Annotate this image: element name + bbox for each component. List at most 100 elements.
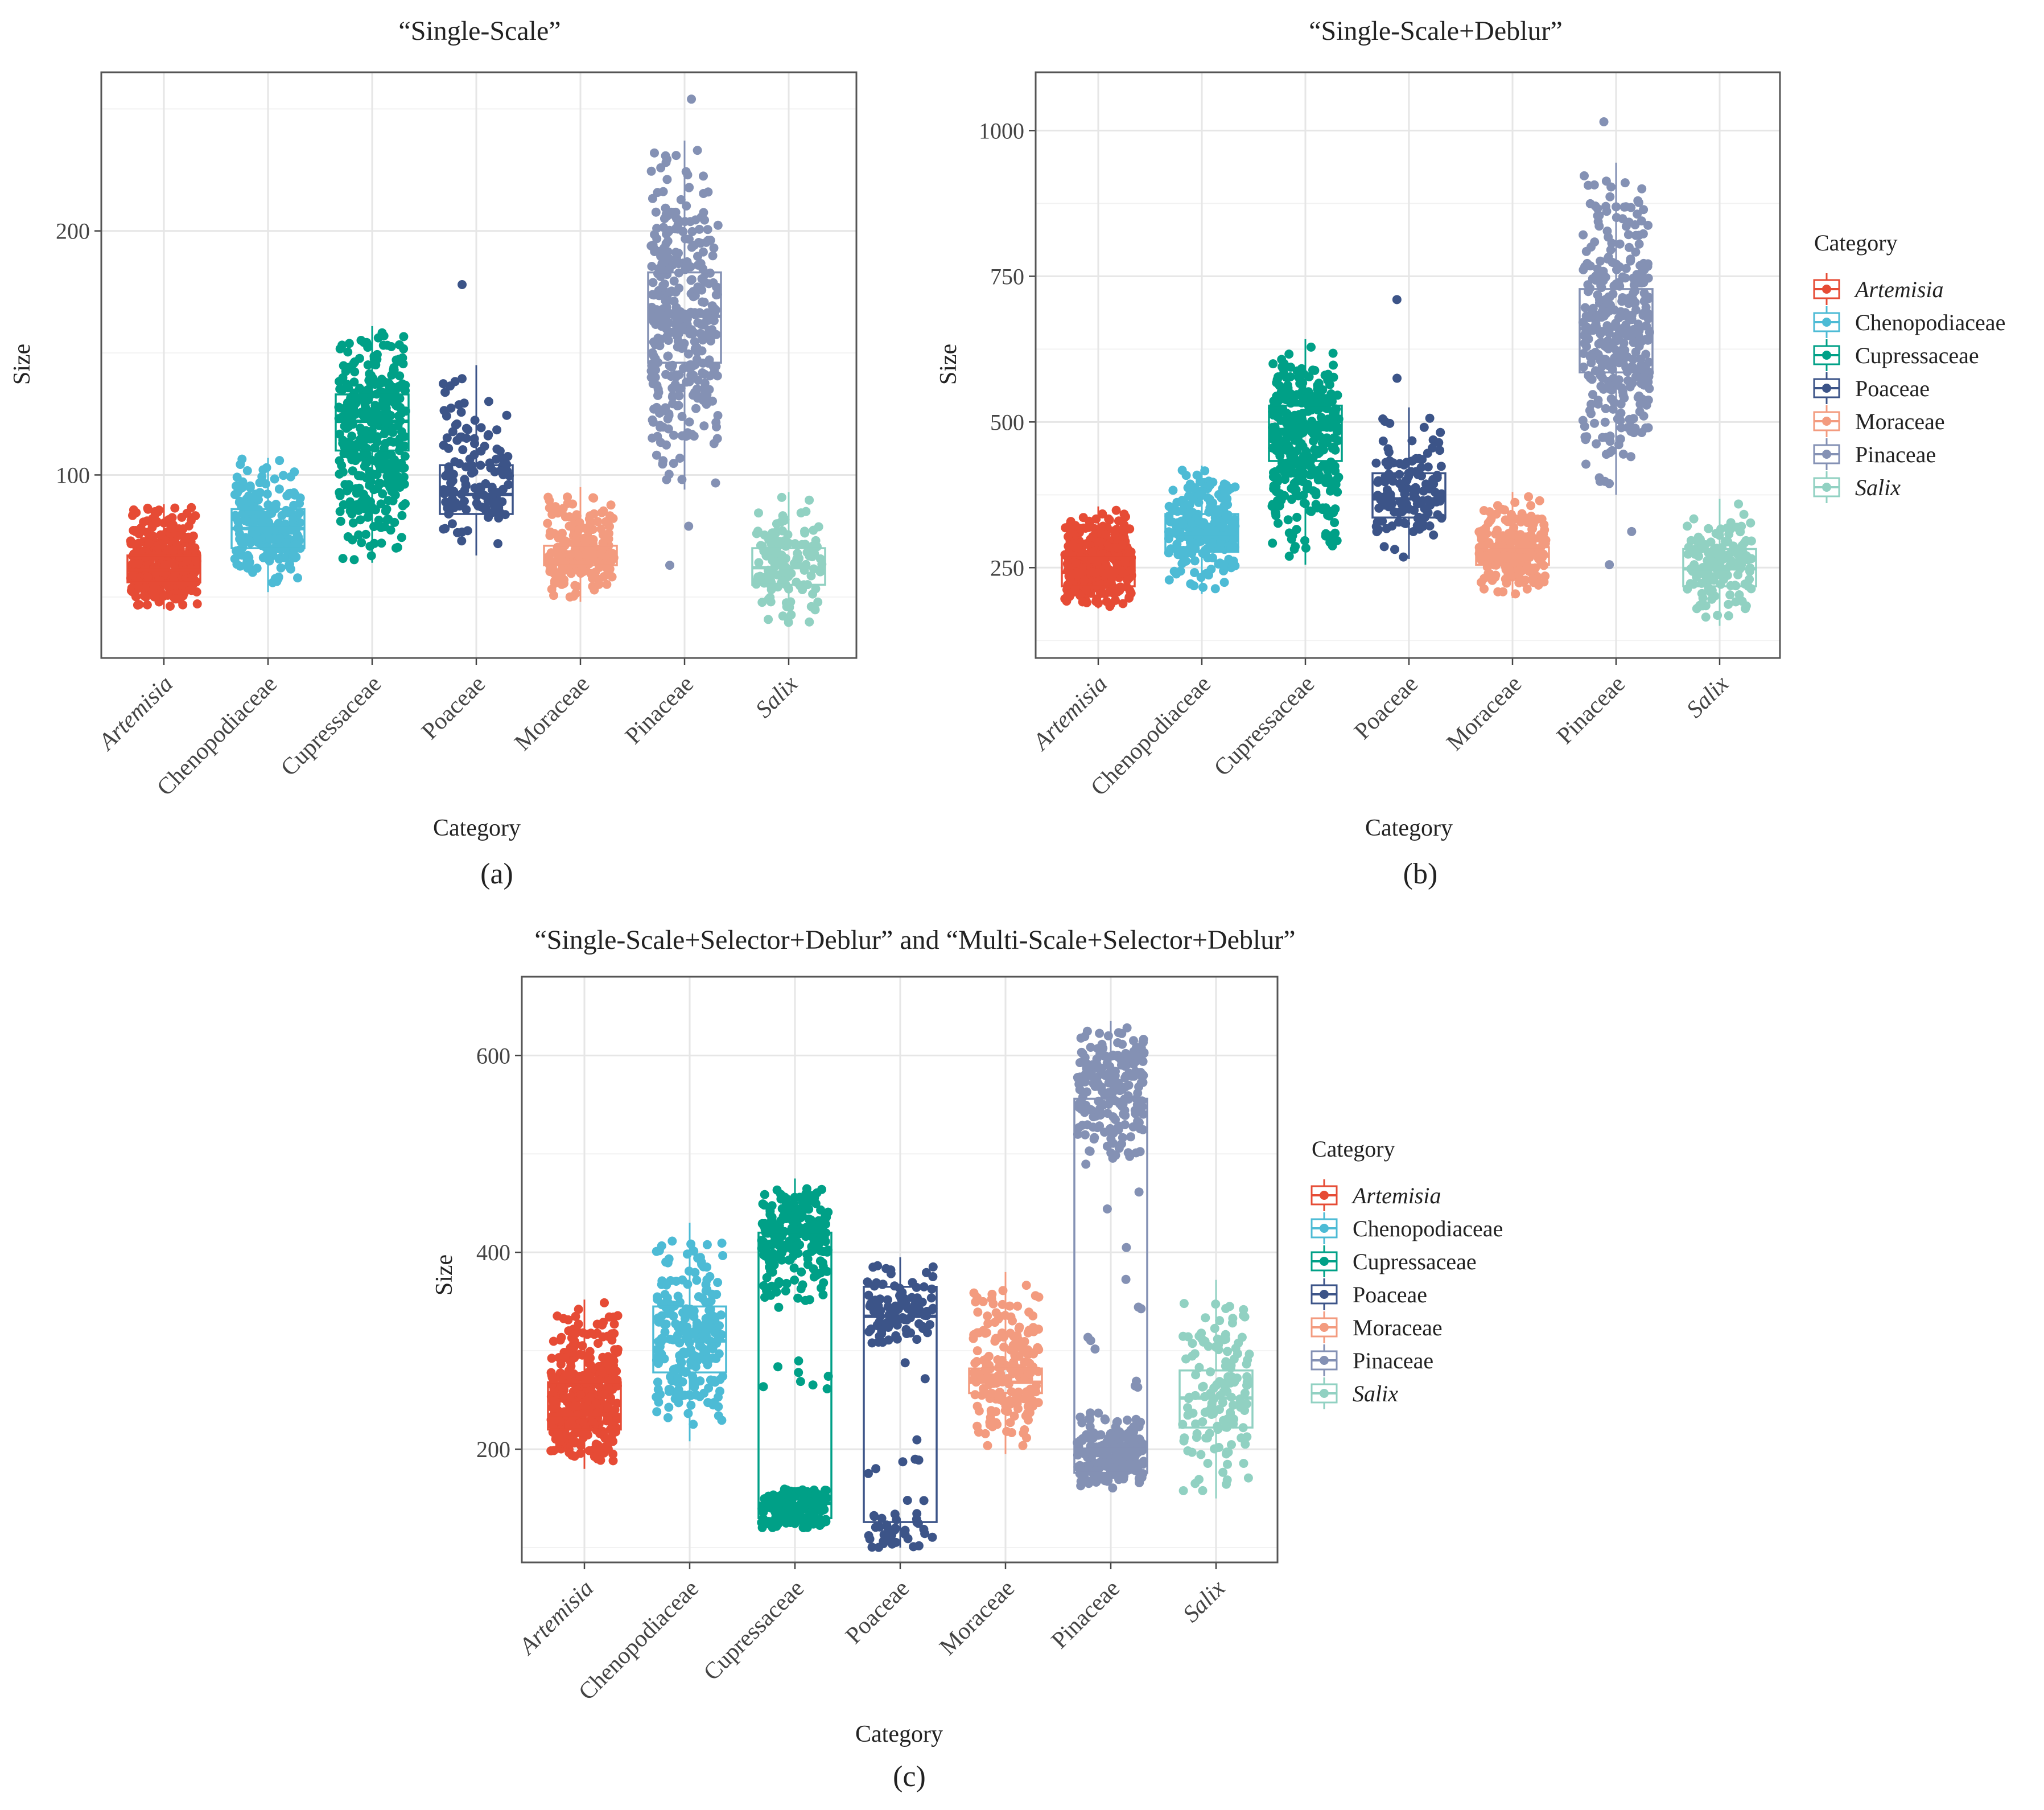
panel-b-point-salix	[1702, 573, 1711, 582]
panel-a-point-chenopodiaceae	[244, 553, 253, 562]
panel-a-point-pinaceae	[710, 244, 719, 253]
panel-c-point-artemisia	[580, 1429, 590, 1438]
panel-c-point-chenopodiaceae	[690, 1268, 699, 1277]
panel-c-point-artemisia	[610, 1345, 619, 1354]
panel-b-point-pinaceae	[1617, 409, 1626, 418]
panel-c-point-chenopodiaceae	[706, 1309, 715, 1318]
panel-b-point-pinaceae	[1620, 203, 1629, 212]
panel-b-point-chenopodiaceae	[1211, 517, 1221, 526]
panel-a-point-salix	[778, 576, 788, 585]
panel-b-point-poaceae	[1399, 506, 1408, 515]
panel-c-point-chenopodiaceae	[664, 1413, 673, 1422]
panel-a-point-pinaceae	[680, 339, 689, 348]
panel-c-point-chenopodiaceae	[675, 1351, 684, 1360]
panel-b-point-artemisia	[1124, 593, 1134, 602]
panel-b-point-chenopodiaceae	[1230, 561, 1239, 570]
panel-a-point-cupressaceae	[401, 499, 410, 508]
panel-a-plot-area: 100200ArtemisiaChenopodiaceaeCupressacea…	[56, 72, 856, 801]
panel-b-point-poaceae	[1420, 423, 1429, 432]
panel-a-point-pinaceae	[678, 412, 687, 421]
panel-a-point-pinaceae	[681, 235, 690, 244]
panel-b-point-pinaceae	[1584, 181, 1593, 190]
panel-a-point-chenopodiaceae	[274, 534, 283, 544]
panel-b-point-cupressaceae	[1329, 349, 1338, 358]
panel-c-point-artemisia	[557, 1360, 566, 1369]
panel-c-point-artemisia	[564, 1366, 574, 1375]
panel-a-point-cupressaceae	[363, 385, 372, 394]
panel-b-point-cupressaceae	[1279, 368, 1288, 377]
panel-c-point-chenopodiaceae	[703, 1398, 712, 1407]
panel-a-point-pinaceae	[666, 372, 675, 381]
panel-b-point-poaceae	[1428, 443, 1437, 452]
panel-a-point-chenopodiaceae	[266, 548, 275, 557]
panel-a-point-artemisia	[170, 504, 179, 513]
panel-b-point-cupressaceae	[1308, 469, 1317, 478]
panel-b-point-pinaceae	[1581, 460, 1590, 469]
panel-a-point-cupressaceae	[381, 439, 390, 448]
panel-c-point-chenopodiaceae	[657, 1241, 666, 1250]
panel-a-point-poaceae	[443, 433, 452, 442]
panel-c-point-poaceae	[893, 1321, 902, 1330]
panel-a-point-pinaceae	[688, 330, 697, 339]
panel-b-point-poaceae	[1382, 524, 1391, 533]
panel-c-point-cupressaceae	[819, 1278, 828, 1287]
panel-b-point-salix	[1724, 600, 1733, 609]
panel-b-point-moraceae	[1519, 545, 1528, 554]
panel-a-point-pinaceae	[659, 187, 668, 196]
panel-a-point-artemisia	[127, 571, 137, 580]
panel-a-point-pinaceae	[662, 324, 671, 334]
panel-a-point-pinaceae	[699, 421, 708, 430]
panel-c-point-cupressaceae	[762, 1244, 771, 1253]
panel-c-point-artemisia	[607, 1433, 616, 1442]
panel-c-point-cupressaceae	[776, 1216, 785, 1225]
panel-b-x-axis-title: Category	[1365, 815, 1453, 841]
panel-b-point-chenopodiaceae	[1176, 566, 1185, 575]
panel-c-point-poaceae	[874, 1543, 883, 1552]
panel-a-point-pinaceae	[703, 225, 712, 234]
panel-a-point-cupressaceae	[365, 434, 374, 443]
panel-a-point-cupressaceae	[389, 365, 398, 375]
panel-a-title: “Single-Scale”	[398, 16, 561, 46]
panel-b-point-poaceae	[1371, 459, 1380, 468]
panel-b-point-artemisia	[1078, 598, 1087, 607]
panel-a-point-artemisia	[181, 533, 190, 542]
panel-b-background	[1036, 72, 1780, 658]
panel-b-point-pinaceae	[1610, 358, 1619, 367]
panel-a-point-pinaceae	[662, 175, 671, 184]
panel-a-point-moraceae	[543, 493, 553, 502]
panel-a-point-poaceae	[439, 525, 448, 534]
panel-b-point-artemisia	[1110, 529, 1119, 538]
panel-a-point-pinaceae	[712, 422, 721, 431]
panel-c-point-chenopodiaceae	[689, 1420, 698, 1429]
panel-a-point-moraceae	[553, 507, 562, 516]
panel-c-point-cupressaceae	[777, 1256, 786, 1265]
panel-b-title: “Single-Scale+Deblur”	[1309, 16, 1563, 46]
panel-b-point-moraceae	[1480, 506, 1489, 515]
panel-b-point-moraceae	[1511, 589, 1520, 598]
panel-c-point-cupressaceae	[774, 1303, 783, 1312]
panel-a-point-pinaceae	[699, 248, 708, 257]
panel-b-point-moraceae	[1493, 526, 1502, 535]
panel-a-point-poaceae	[473, 501, 483, 511]
panel-b-point-artemisia	[1091, 515, 1101, 524]
panel-b-point-pinaceae	[1623, 376, 1633, 385]
panel-a-point-moraceae	[572, 510, 581, 519]
panel-b-point-cupressaceae	[1271, 482, 1280, 491]
panel-c-point-cupressaceae	[760, 1220, 769, 1229]
panel-a-point-cupressaceae	[349, 519, 358, 528]
panel-b-legend-key-dot	[1822, 285, 1831, 294]
panel-a-point-salix	[771, 529, 780, 538]
panel-c-point-chenopodiaceae	[713, 1278, 722, 1287]
panel-a-x-tick-label: Pinaceae	[620, 671, 699, 750]
panel-b-point-artemisia	[1110, 589, 1119, 598]
panel-b-point-cupressaceae	[1329, 373, 1338, 382]
panel-b-point-cupressaceae	[1320, 461, 1329, 470]
panel-a-point-cupressaceae	[387, 342, 396, 351]
panel-c-point-chenopodiaceae	[657, 1276, 666, 1285]
panel-b-point-pinaceae	[1599, 355, 1608, 364]
panel-c-point-chenopodiaceae	[690, 1351, 699, 1360]
panel-c-point-artemisia	[598, 1427, 607, 1436]
panel-b-point-cupressaceae	[1329, 361, 1338, 370]
panel-b-point-chenopodiaceae	[1220, 487, 1229, 496]
panel-b-legend-label-artemisia: Artemisia	[1853, 277, 1944, 302]
